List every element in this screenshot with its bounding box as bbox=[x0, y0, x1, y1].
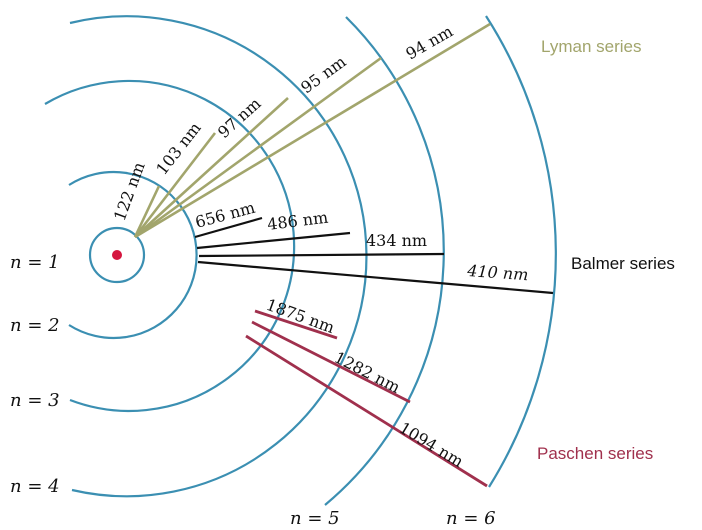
paschen-line-1094 bbox=[245, 334, 488, 488]
balmer-line-434 bbox=[198, 252, 445, 258]
orbit-label-n6: n = 6 bbox=[446, 508, 496, 529]
balmer-label-434: 434 nm bbox=[366, 231, 427, 250]
lyman-label-94: 94 nm bbox=[403, 22, 457, 64]
orbit-label-n2: n = 2 bbox=[10, 315, 60, 336]
balmer-line-656 bbox=[194, 216, 263, 239]
lyman-line-103 bbox=[133, 132, 217, 238]
paschen-label-1282: 1282 nm bbox=[331, 348, 403, 397]
lyman-line-122 bbox=[133, 185, 161, 238]
paschen-label-1875: 1875 nm bbox=[264, 295, 337, 337]
balmer-line-410 bbox=[197, 260, 554, 295]
orbit-n3 bbox=[44, 79, 296, 413]
lyman-line-95 bbox=[134, 56, 382, 239]
orbit-label-n3: n = 3 bbox=[10, 390, 60, 411]
paschen-series-label: Paschen series bbox=[537, 444, 653, 463]
lyman-label-95: 95 nm bbox=[297, 52, 349, 97]
nucleus bbox=[112, 250, 122, 260]
balmer-label-656: 656 nm bbox=[193, 198, 257, 232]
lyman-label-103: 103 nm bbox=[152, 119, 205, 179]
orbit-n6 bbox=[485, 15, 557, 488]
orbit-label-n4: n = 4 bbox=[10, 476, 60, 497]
orbit-n1 bbox=[88, 226, 146, 284]
balmer-line-486 bbox=[196, 231, 351, 250]
orbit-label-n1: n = 1 bbox=[10, 252, 60, 273]
paschen-line-1875 bbox=[254, 309, 338, 340]
lyman-series-label: Lyman series bbox=[541, 37, 641, 56]
paschen-label-1094: 1094 nm bbox=[396, 418, 467, 471]
lyman-label-97: 97 nm bbox=[214, 94, 265, 142]
balmer-series-label: Balmer series bbox=[571, 254, 675, 273]
balmer-label-410: 410 nm bbox=[466, 261, 529, 284]
lyman-line-94 bbox=[134, 22, 491, 239]
lyman-line-97 bbox=[134, 97, 289, 238]
lyman-label-122: 122 nm bbox=[110, 159, 149, 223]
paschen-line-1282 bbox=[251, 320, 411, 404]
balmer-label-486: 486 nm bbox=[266, 208, 329, 234]
orbit-n2 bbox=[68, 170, 198, 340]
orbit-label-n5: n = 5 bbox=[290, 508, 340, 529]
